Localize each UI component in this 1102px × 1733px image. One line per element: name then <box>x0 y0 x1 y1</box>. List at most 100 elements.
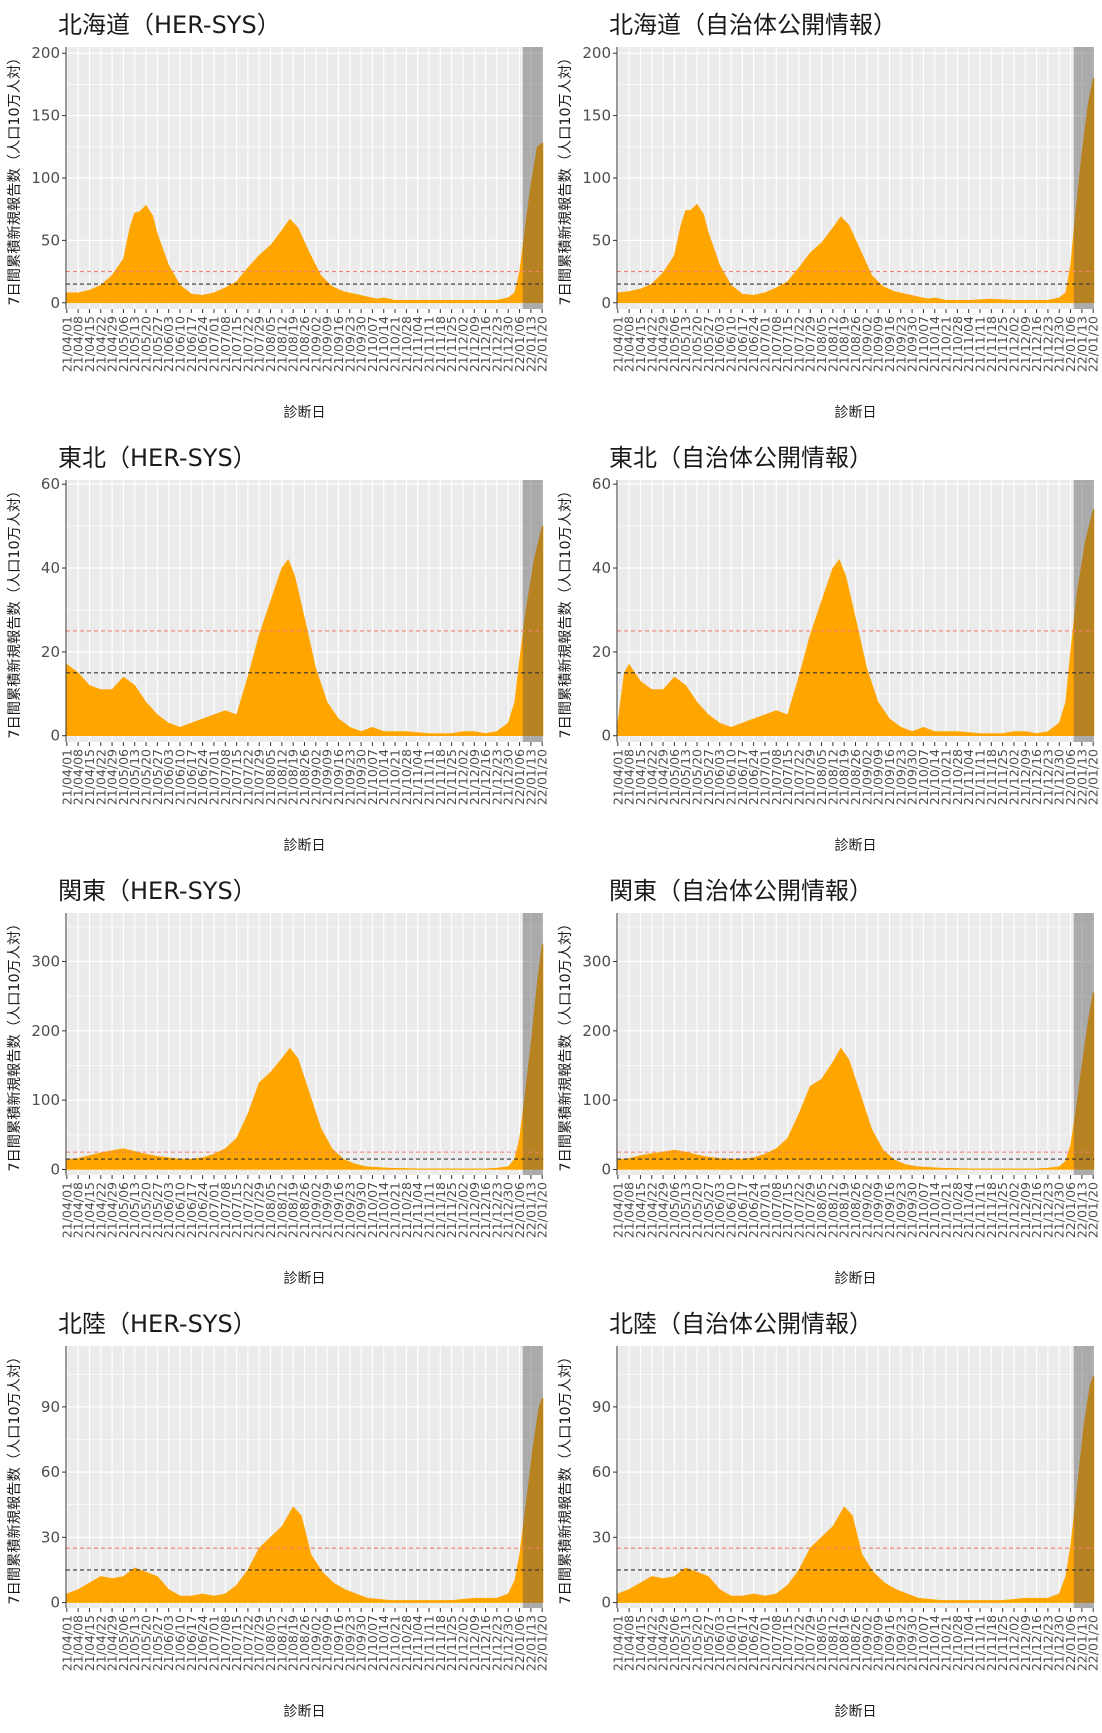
x-tick-label: 21/05/06 <box>116 1615 131 1671</box>
x-tick-label: 22/01/20 <box>535 1182 550 1238</box>
x-tick-label: 21/09/16 <box>882 1182 897 1238</box>
x-tick-label: 21/12/23 <box>489 1182 504 1238</box>
x-tick-label: 21/05/20 <box>139 316 154 372</box>
x-tick-label: 21/10/14 <box>376 1615 391 1671</box>
x-tick-label: 21/04/08 <box>71 1615 86 1671</box>
x-tick-label: 21/09/09 <box>871 1615 886 1671</box>
x-tick-label: 21/11/18 <box>984 316 999 372</box>
x-tick-label: 21/10/28 <box>950 749 965 805</box>
x-tick-label: 22/01/13 <box>1074 316 1089 372</box>
x-tick-label: 21/09/16 <box>331 749 346 805</box>
x-tick-label: 21/06/10 <box>723 316 738 372</box>
x-tick-label: 21/04/15 <box>633 316 648 372</box>
x-tick-label: 21/04/01 <box>610 316 625 372</box>
x-tick-label: 22/01/06 <box>1063 1182 1078 1238</box>
x-tick-label: 21/11/25 <box>995 749 1010 805</box>
x-tick-label: 21/05/13 <box>678 749 693 805</box>
x-tick-label: 21/08/26 <box>297 316 312 372</box>
x-tick-label: 21/07/29 <box>252 749 267 805</box>
x-tick-label: 21/09/30 <box>905 1615 920 1671</box>
x-tick-label: 21/07/08 <box>769 749 784 805</box>
x-tick-label: 21/04/01 <box>59 1182 74 1238</box>
x-tick-label: 21/12/23 <box>1040 1182 1055 1238</box>
x-tick-label: 21/07/01 <box>757 749 772 805</box>
x-tick-label: 21/06/17 <box>184 749 199 805</box>
x-tick-label: 21/09/16 <box>882 316 897 372</box>
x-tick-label: 21/08/26 <box>297 1615 312 1671</box>
x-tick-label: 21/09/09 <box>320 749 335 805</box>
x-tick-label: 22/01/20 <box>535 316 550 372</box>
series-area <box>65 943 544 1170</box>
x-tick-label: 21/10/14 <box>927 749 942 805</box>
x-tick-label: 21/11/04 <box>410 1615 425 1671</box>
x-tick-label: 21/07/15 <box>229 749 244 805</box>
chart-svg: 東北（自治体公開情報）020406021/04/0121/04/0821/04/… <box>558 444 1101 854</box>
y-tick-label: 150 <box>582 107 611 125</box>
x-tick-label: 21/07/08 <box>218 1615 233 1671</box>
x-tick-label: 21/10/28 <box>399 316 414 372</box>
chart-title: 北海道（自治体公開情報） <box>609 11 897 39</box>
x-tick-label: 21/06/24 <box>746 1182 761 1238</box>
chart-panel: 北陸（HER-SYS） 0 30 60 90 21/04/01 21/04/08 21/04/… <box>0 1299 551 1732</box>
x-tick-label: 21/04/15 <box>82 749 97 805</box>
x-tick-label: 21/12/16 <box>1029 1182 1044 1238</box>
chart-svg: 北陸（自治体公開情報）030609021/04/0121/04/0821/04/… <box>558 1310 1101 1720</box>
y-tick-label: 200 <box>582 1022 611 1040</box>
x-tick-label: 21/10/14 <box>927 1615 942 1671</box>
x-tick-label: 21/11/25 <box>444 1615 459 1671</box>
x-tick-label: 21/10/07 <box>365 316 380 372</box>
x-tick-label: 21/07/15 <box>780 1182 795 1238</box>
x-tick-label: 21/05/27 <box>701 749 716 805</box>
y-tick-label: 100 <box>582 1091 611 1109</box>
x-tick-label: 21/12/09 <box>467 1615 482 1671</box>
x-tick-label: 21/04/08 <box>71 1182 86 1238</box>
x-tick-label: 21/09/23 <box>893 749 908 805</box>
x-tick-label: 22/01/06 <box>512 1615 527 1671</box>
x-tick-label: 21/07/22 <box>791 749 806 805</box>
x-tick-label: 21/07/22 <box>240 1615 255 1671</box>
x-tick-label: 21/06/24 <box>195 1182 210 1238</box>
x-tick-label: 21/09/30 <box>354 749 369 805</box>
x-tick-label: 21/05/20 <box>139 749 154 805</box>
series-area <box>65 142 544 304</box>
x-tick-label: 21/09/23 <box>893 1182 908 1238</box>
x-tick-label: 21/10/21 <box>388 1615 403 1671</box>
x-tick-label: 21/05/20 <box>139 1182 154 1238</box>
x-tick-label: 21/10/07 <box>916 749 931 805</box>
x-tick-label: 21/12/23 <box>489 316 504 372</box>
chart-title: 北陸（HER-SYS） <box>58 1310 257 1338</box>
series-area <box>616 1376 1095 1603</box>
y-tick-label: 200 <box>582 44 611 62</box>
x-tick-label: 21/07/01 <box>757 316 772 372</box>
x-tick-label: 21/12/02 <box>455 1182 470 1238</box>
x-tick-label: 22/01/20 <box>1086 1182 1101 1238</box>
x-tick-label: 21/08/12 <box>825 1182 840 1238</box>
x-tick-label: 21/11/11 <box>422 749 437 805</box>
x-tick-label: 21/09/30 <box>354 316 369 372</box>
x-tick-label: 21/09/02 <box>859 1615 874 1671</box>
x-tick-label: 21/09/02 <box>308 316 323 372</box>
chart-svg: 北陸（HER-SYS）030609021/04/0121/04/0821/04/… <box>7 1310 550 1720</box>
x-tick-label: 21/10/07 <box>916 1182 931 1238</box>
x-tick-label: 21/07/29 <box>803 1615 818 1671</box>
x-tick-label: 21/04/08 <box>622 1182 637 1238</box>
x-tick-label: 21/04/08 <box>622 749 637 805</box>
y-tick-label: 0 <box>601 1594 611 1612</box>
x-tick-label: 21/10/21 <box>388 1182 403 1238</box>
x-tick-label: 21/07/08 <box>769 316 784 372</box>
chart-panel: 北海道（HER-SYS） 0 50 100 150 200 21/04/01 21/04/08… <box>0 0 551 433</box>
x-tick-label: 21/10/28 <box>399 1615 414 1671</box>
x-tick-label: 21/10/28 <box>950 1182 965 1238</box>
x-tick-label: 21/06/24 <box>746 1615 761 1671</box>
x-tick-label: 21/06/17 <box>184 316 199 372</box>
x-tick-label: 21/12/02 <box>1006 1615 1021 1671</box>
x-tick-label: 21/09/02 <box>308 1615 323 1671</box>
shaded-region <box>1073 47 1094 309</box>
x-tick-label: 21/12/30 <box>1052 1615 1067 1671</box>
x-tick-label: 21/06/03 <box>712 749 727 805</box>
x-tick-label: 21/07/15 <box>780 316 795 372</box>
x-tick-label: 21/05/20 <box>690 749 705 805</box>
x-tick-label: 21/10/21 <box>939 1182 954 1238</box>
x-axis-title: 診断日 <box>835 838 877 854</box>
